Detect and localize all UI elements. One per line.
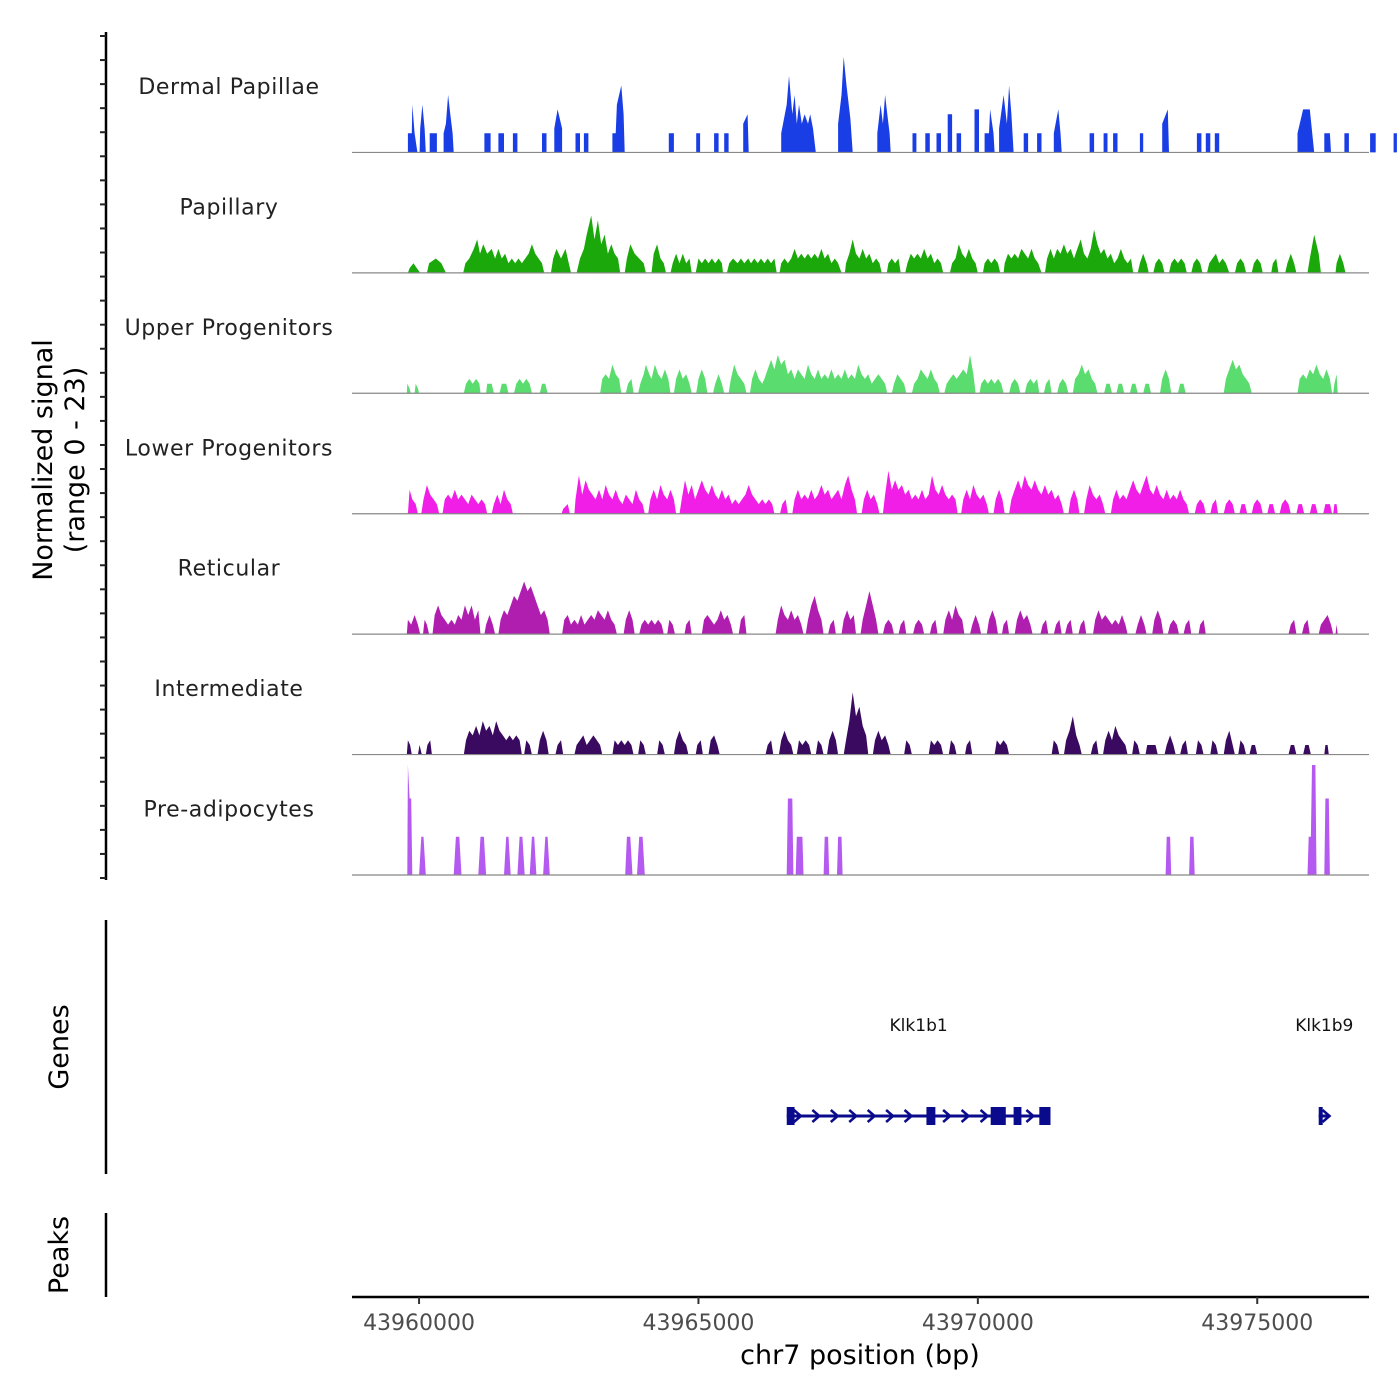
track-signal-lower-progenitors	[407, 470, 1338, 514]
gene-strand-arrow	[942, 1109, 953, 1123]
gene-strand-arrow	[1025, 1109, 1036, 1123]
track-signal-intermediate	[406, 692, 1329, 755]
track-label-upper-progenitors: Upper Progenitors	[125, 316, 334, 341]
track-papillary: Papillary	[179, 195, 1369, 274]
gene-strand-arrow	[960, 1109, 971, 1123]
track-signal-dermal-papillae	[407, 56, 1400, 153]
x-tick-label: 43970000	[922, 1311, 1034, 1336]
track-signal-reticular	[406, 581, 1338, 635]
gene-strand-arrow	[866, 1109, 877, 1123]
coverage-y-ticks	[100, 35, 106, 879]
genes-panel-label: Genes	[44, 1004, 75, 1089]
gene-strand-arrow	[811, 1109, 822, 1123]
track-label-reticular: Reticular	[178, 557, 281, 582]
track-label-papillary: Papillary	[179, 195, 278, 220]
x-axis-label: chr7 position (bp)	[740, 1340, 980, 1371]
track-intermediate: Intermediate	[154, 677, 1369, 756]
gene-exon	[990, 1107, 1006, 1125]
gene-strand-arrow	[793, 1109, 803, 1123]
coverage-tracks: Dermal Papillae Papillary Upper Progenitor…	[125, 56, 1400, 876]
gene-strand-arrow	[885, 1109, 896, 1123]
coverage-y-label-line2: (range 0 - 23)	[60, 367, 91, 554]
track-lower-progenitors: Lower Progenitors	[125, 436, 1369, 515]
x-tick-label: 43965000	[642, 1311, 754, 1336]
track-label-dermal-papillae: Dermal Papillae	[138, 75, 319, 100]
track-upper-progenitors: Upper Progenitors	[125, 316, 1369, 394]
track-reticular: Reticular	[178, 557, 1369, 635]
peaks-panel-label: Peaks	[44, 1216, 75, 1294]
x-tick-label: 43975000	[1201, 1311, 1313, 1336]
track-signal-papillary	[407, 215, 1346, 273]
coverage-y-label-line1: Normalized signal	[28, 339, 59, 581]
gene-strand-arrow	[979, 1109, 990, 1123]
track-pre-adipocytes: Pre-adipocytes	[143, 765, 1369, 876]
gene-strand-arrow	[903, 1109, 914, 1123]
gene-exon	[1318, 1107, 1323, 1125]
gene-label-klk1b1: Klk1b1	[890, 1016, 948, 1036]
gene-strand-arrow	[1321, 1109, 1332, 1123]
gene-exon	[926, 1107, 936, 1125]
gene-klk1b9: Klk1b9	[1295, 1016, 1353, 1125]
track-signal-upper-progenitors	[406, 355, 1338, 394]
gene-strand-arrow	[848, 1109, 859, 1123]
gene-exon	[786, 1107, 795, 1125]
gene-models: Klk1b1 Klk1b9	[786, 1016, 1353, 1125]
track-label-intermediate: Intermediate	[154, 677, 303, 702]
track-label-pre-adipocytes: Pre-adipocytes	[143, 798, 314, 823]
x-axis-ticks: 43960000 43965000 43970000 43975000	[363, 1297, 1313, 1336]
track-label-lower-progenitors: Lower Progenitors	[125, 436, 333, 461]
gene-klk1b1: Klk1b1	[786, 1016, 1051, 1125]
gene-exon	[1039, 1107, 1051, 1125]
gene-label-klk1b9: Klk1b9	[1295, 1016, 1353, 1036]
track-signal-pre-adipocytes	[407, 765, 1330, 875]
x-tick-label: 43960000	[363, 1311, 475, 1336]
gene-strand-arrow	[829, 1109, 840, 1123]
gene-exon	[1013, 1107, 1022, 1125]
track-dermal-papillae: Dermal Papillae	[138, 56, 1400, 154]
